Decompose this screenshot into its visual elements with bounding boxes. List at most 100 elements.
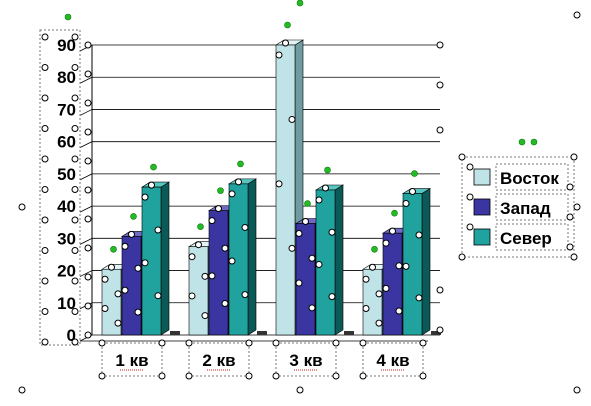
bar-handle[interactable] [188, 292, 196, 300]
bar-handle[interactable] [315, 196, 323, 204]
chart-area-handle[interactable] [573, 203, 581, 211]
legend-handle[interactable] [566, 213, 574, 221]
bar-handle[interactable] [295, 279, 303, 287]
bar-handle[interactable] [322, 184, 329, 192]
bar-handle[interactable] [389, 227, 396, 235]
bar-handle[interactable] [288, 115, 296, 123]
bar-Север-1 кв[interactable] [140, 181, 171, 336]
plot-area-handle[interactable] [436, 126, 444, 134]
bar-handle[interactable] [409, 188, 416, 196]
y-axis-handle[interactable] [71, 308, 79, 315]
y-axis-handle[interactable] [71, 64, 79, 71]
rotation-handle[interactable] [324, 166, 331, 174]
bar-handle[interactable] [362, 304, 370, 312]
y-axis-handle[interactable] [84, 215, 92, 223]
bar-handle[interactable] [201, 272, 209, 280]
bar-handle[interactable] [315, 260, 323, 268]
bar-handle[interactable] [288, 244, 296, 252]
bar-handle[interactable] [228, 257, 236, 265]
label-handle[interactable] [158, 339, 166, 347]
bar-handle[interactable] [415, 294, 423, 302]
y-axis-handle[interactable] [71, 216, 79, 224]
rotation-handle[interactable] [296, 0, 304, 7]
rotation-handle[interactable] [197, 223, 204, 231]
bar-handle[interactable] [108, 263, 115, 271]
label-handle[interactable] [359, 372, 367, 380]
category-label-frame[interactable] [275, 342, 337, 377]
bar-handle[interactable] [121, 286, 129, 294]
selection-handles[interactable] [18, 0, 581, 394]
bar-handle[interactable] [154, 226, 162, 234]
bar-handle[interactable] [375, 319, 383, 327]
y-axis-handle[interactable] [41, 125, 49, 132]
label-handle[interactable] [245, 372, 253, 380]
bar-handle[interactable] [114, 290, 122, 298]
legend-entry-Восток[interactable]: Восток [473, 163, 569, 191]
y-axis-handle[interactable] [71, 155, 79, 163]
legend[interactable]: Восток Запад Север [461, 156, 575, 258]
category-label-frame[interactable] [362, 342, 424, 377]
label-handle[interactable] [245, 339, 253, 347]
y-axis-handle[interactable] [84, 99, 92, 107]
bar-handle[interactable] [241, 223, 249, 231]
chart-area-handle[interactable] [18, 203, 26, 211]
legend-handle[interactable] [466, 163, 474, 171]
label-handle[interactable] [98, 339, 106, 347]
legend-handle[interactable] [458, 253, 466, 261]
legend-handle[interactable] [570, 253, 578, 261]
y-axis-handle[interactable] [71, 277, 79, 285]
rotation-handle[interactable] [150, 163, 157, 171]
y-axis-handle[interactable] [41, 94, 49, 102]
y-axis-handle[interactable] [41, 186, 49, 193]
bar-handle[interactable] [221, 244, 229, 252]
bar-handle[interactable] [275, 180, 283, 188]
y-axis-handle[interactable] [84, 331, 92, 339]
bar-handle[interactable] [328, 293, 336, 301]
y-axis-handle[interactable] [84, 128, 92, 136]
bar-handle[interactable] [195, 241, 202, 249]
bar-handle[interactable] [382, 284, 390, 292]
plot-area-handle[interactable] [436, 326, 444, 334]
bar-handle[interactable] [302, 218, 309, 226]
bar-handle[interactable] [308, 254, 316, 262]
legend-handle[interactable] [466, 223, 474, 231]
chart-area-handle[interactable] [573, 11, 581, 19]
bar-handle[interactable] [308, 304, 316, 312]
rotation-handle[interactable] [237, 160, 244, 168]
rotation-handle[interactable] [64, 13, 72, 21]
y-axis-handle[interactable] [41, 64, 49, 71]
bar-handle[interactable] [121, 242, 129, 250]
y-axis-handle[interactable] [41, 216, 49, 224]
label-handle[interactable] [359, 339, 367, 347]
rotation-handle[interactable] [530, 138, 538, 146]
y-axis-handle[interactable] [71, 186, 79, 193]
bar-handle[interactable] [154, 292, 162, 300]
bar-handle[interactable] [241, 291, 249, 299]
y-axis-handle[interactable] [41, 247, 49, 254]
bar-Север-2 кв[interactable] [227, 178, 258, 336]
category-label-frame[interactable] [101, 342, 163, 377]
y-axis-handle[interactable] [71, 125, 79, 132]
rotation-handle[interactable] [391, 209, 398, 217]
label-handle[interactable] [158, 372, 166, 380]
legend-handle[interactable] [458, 153, 466, 161]
label-handle[interactable] [98, 372, 106, 380]
bar-handle[interactable] [141, 259, 149, 267]
bar-handle[interactable] [375, 290, 383, 298]
bar-handle[interactable] [141, 193, 149, 201]
bar-handle[interactable] [215, 205, 222, 213]
rotation-handle[interactable] [130, 213, 137, 220]
y-axis-handle[interactable] [71, 247, 79, 254]
bar-handle[interactable] [188, 253, 196, 261]
bar-handle[interactable] [208, 272, 216, 280]
label-handle[interactable] [419, 339, 427, 347]
rotation-handle[interactable] [110, 245, 117, 253]
bar-handle[interactable] [148, 181, 155, 189]
bar-Север-3 кв[interactable] [314, 184, 345, 336]
y-axis-handle[interactable] [71, 338, 79, 346]
bar-handle[interactable] [395, 262, 403, 270]
label-handle[interactable] [272, 372, 280, 380]
label-handle[interactable] [419, 372, 427, 380]
y-axis-handle[interactable] [84, 273, 92, 281]
bar-handle[interactable] [362, 275, 370, 283]
